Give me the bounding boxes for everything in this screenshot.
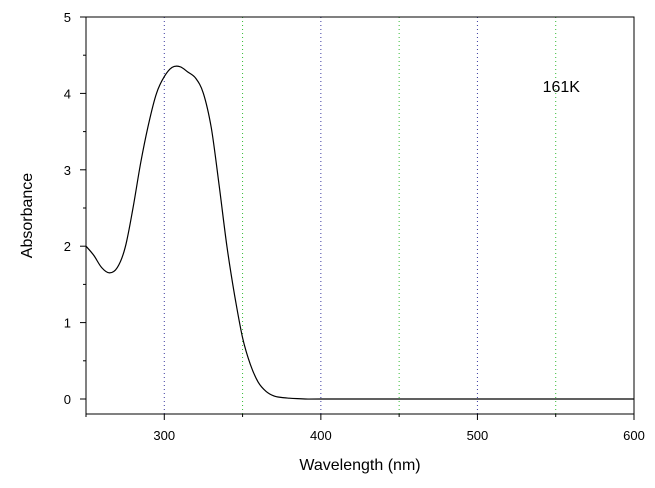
y-tick-label-1: 1 [64, 316, 71, 331]
x-axis-label: Wavelength (nm) [299, 457, 420, 474]
series-layer [85, 65, 634, 400]
y-tick-label-4: 4 [64, 86, 71, 101]
x-tick-label-400: 400 [310, 428, 332, 443]
axis-ticks: 300 400 500 600 0 1 2 3 4 5 [64, 10, 645, 443]
y-tick-label-2: 2 [64, 239, 71, 254]
x-tick-label-300: 300 [153, 428, 175, 443]
y-tick-label-0: 0 [64, 392, 71, 407]
y-axis-label: Absorbance [19, 173, 36, 258]
y-tick-label-3: 3 [64, 163, 71, 178]
x-tick-label-600: 600 [623, 428, 645, 443]
annotation-label: 161K [543, 79, 581, 96]
series-line-0 [85, 65, 634, 400]
y-tick-label-5: 5 [64, 10, 71, 25]
plot-frame [85, 16, 635, 415]
x-tick-label-500: 500 [467, 428, 489, 443]
